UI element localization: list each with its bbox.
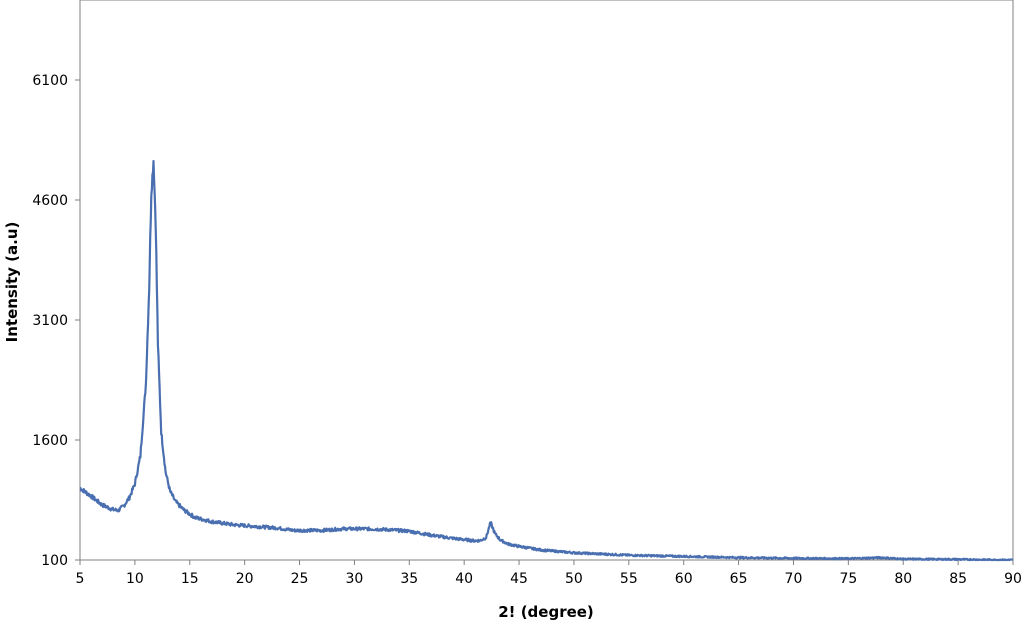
x-axis-title: 2! (degree)	[498, 603, 594, 621]
y-axis-title: Intensity (a.u)	[3, 222, 21, 343]
x-tick-label: 85	[949, 571, 967, 587]
x-tick-label: 70	[785, 571, 803, 587]
x-tick-label: 25	[291, 571, 309, 587]
y-axis: 100 1600 3100 4600 6100	[32, 73, 80, 569]
x-tick-label: 55	[620, 571, 638, 587]
x-tick-label: 75	[839, 571, 857, 587]
y-tick-label: 3100	[32, 313, 68, 329]
x-tick-label: 30	[345, 571, 363, 587]
y-tick-label: 6100	[32, 73, 68, 89]
x-tick-label: 90	[1004, 571, 1022, 587]
x-tick-label: 15	[181, 571, 199, 587]
x-tick-label: 60	[675, 571, 693, 587]
x-tick-label: 35	[400, 571, 418, 587]
x-tick-label: 20	[236, 571, 254, 587]
y-tick-label: 1600	[32, 433, 68, 449]
x-tick-label: 80	[894, 571, 912, 587]
plot-area	[79, 0, 1014, 561]
series-line	[79, 159, 1014, 562]
x-tick-label: 5	[76, 571, 85, 587]
x-tick-label: 50	[565, 571, 583, 587]
y-tick-label: 4600	[32, 193, 68, 209]
x-tick-label: 40	[455, 571, 473, 587]
x-axis: 5 10 15 20 25 30 35 40 45 50 55 60 65 70 75 80 85 90	[76, 560, 1022, 587]
x-tick-label: 45	[510, 571, 528, 587]
x-tick-label: 10	[126, 571, 144, 587]
y-tick-label: 100	[41, 553, 68, 569]
x-tick-label: 65	[730, 571, 748, 587]
